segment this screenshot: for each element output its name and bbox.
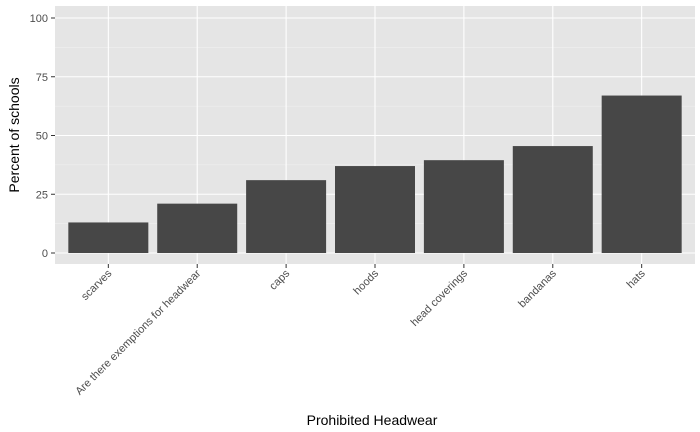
x-tick-label: head coverings [409,267,471,329]
y-axis-ticks: 0 25 50 75 100 [30,13,55,260]
bar [601,95,682,253]
x-tick-label: scarves [79,267,115,303]
bar [157,203,238,253]
bar [512,146,593,253]
y-axis-title: Percent of schools [6,77,22,192]
y-tick-label: 50 [36,131,48,143]
y-tick-label: 75 [36,72,48,84]
x-tick-label: hats [625,267,649,291]
x-tick-label: bandanas [516,267,559,310]
bar [423,160,504,253]
bar [335,166,415,253]
y-tick-label: 100 [30,13,48,25]
bar [68,222,149,253]
y-tick-label: 0 [42,248,48,260]
x-axis-title: Prohibited Headwear [307,412,438,428]
x-tick-label: caps [267,267,292,292]
x-tick-label: hoods [351,267,381,297]
bar [246,180,327,253]
y-tick-label: 25 [36,189,48,201]
bars [68,95,682,253]
